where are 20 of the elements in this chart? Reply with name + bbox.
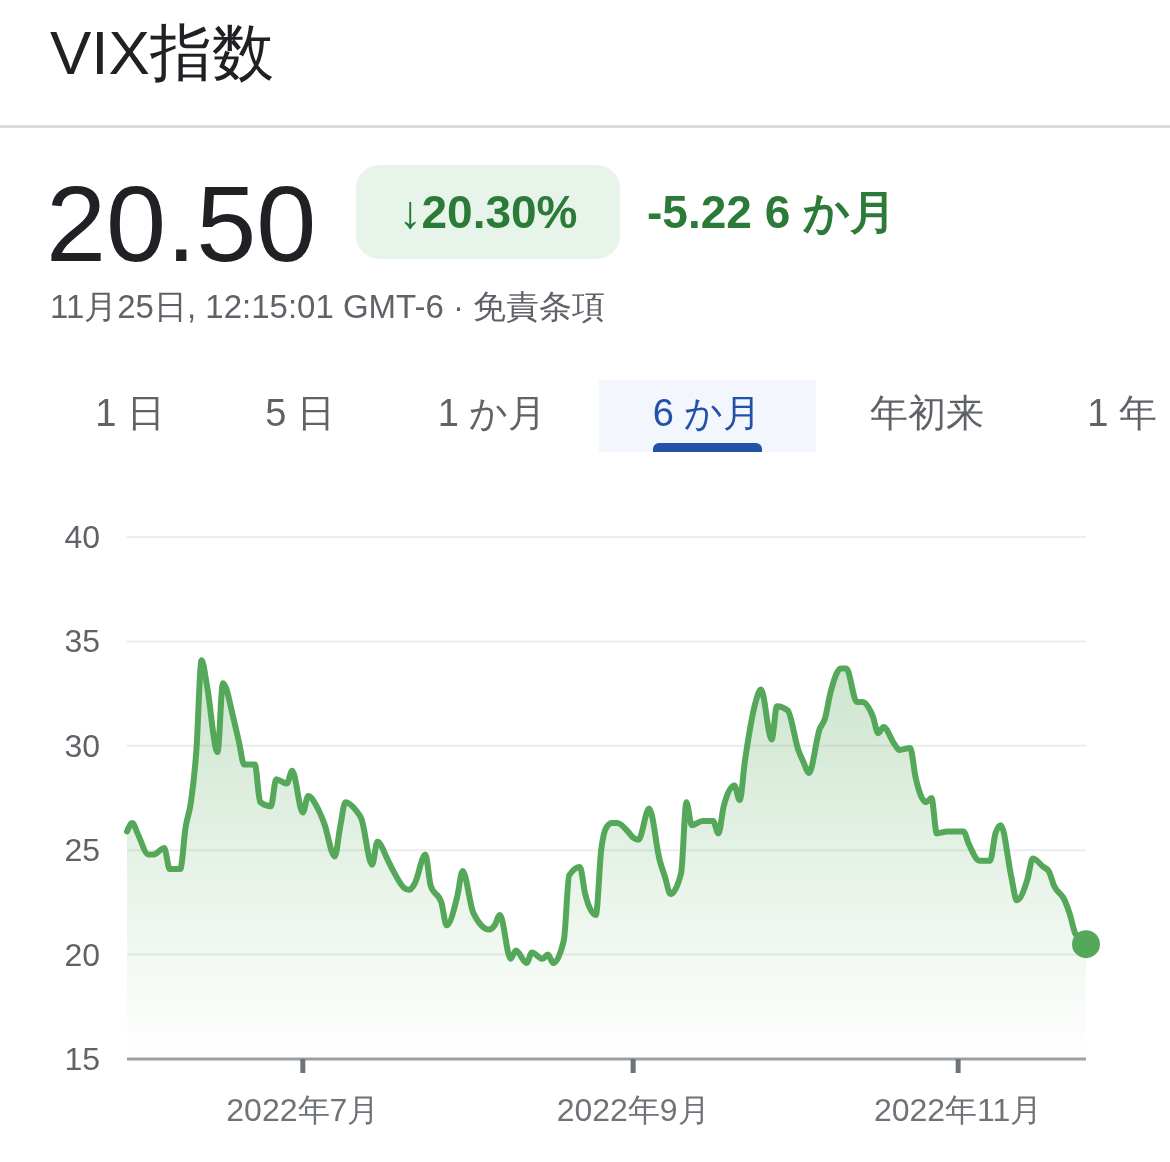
y-tick-label: 15 [64, 1041, 100, 1077]
change-badge: ↓20.30% [356, 165, 620, 259]
text: 6 か月 [652, 392, 762, 434]
x-tick-label: 2022年9月 [556, 1092, 710, 1128]
text: 5 日 [265, 392, 335, 434]
text: 20.50 [46, 163, 317, 284]
chart-title: VIX指数 [50, 18, 274, 87]
text: 1 日 [95, 392, 165, 434]
y-tick-label: 35 [64, 623, 100, 660]
text: 1 年 [1087, 392, 1157, 434]
text: 年初来 [870, 392, 984, 434]
text: -5.22 6 か月 [647, 186, 896, 238]
y-tick-label: 40 [64, 519, 100, 555]
text: 1 か月 [437, 392, 547, 434]
y-tick-label: 30 [64, 727, 100, 764]
x-tick-label: 2022年7月 [226, 1092, 380, 1128]
y-tick-label: 25 [64, 832, 100, 869]
chart-subtitle: 11月25日, 12:15:01 GMT-6 · 免責条項 [50, 288, 606, 325]
y-tick-label: 20 [64, 936, 100, 973]
x-tick-label: 2022年11月 [873, 1092, 1043, 1128]
